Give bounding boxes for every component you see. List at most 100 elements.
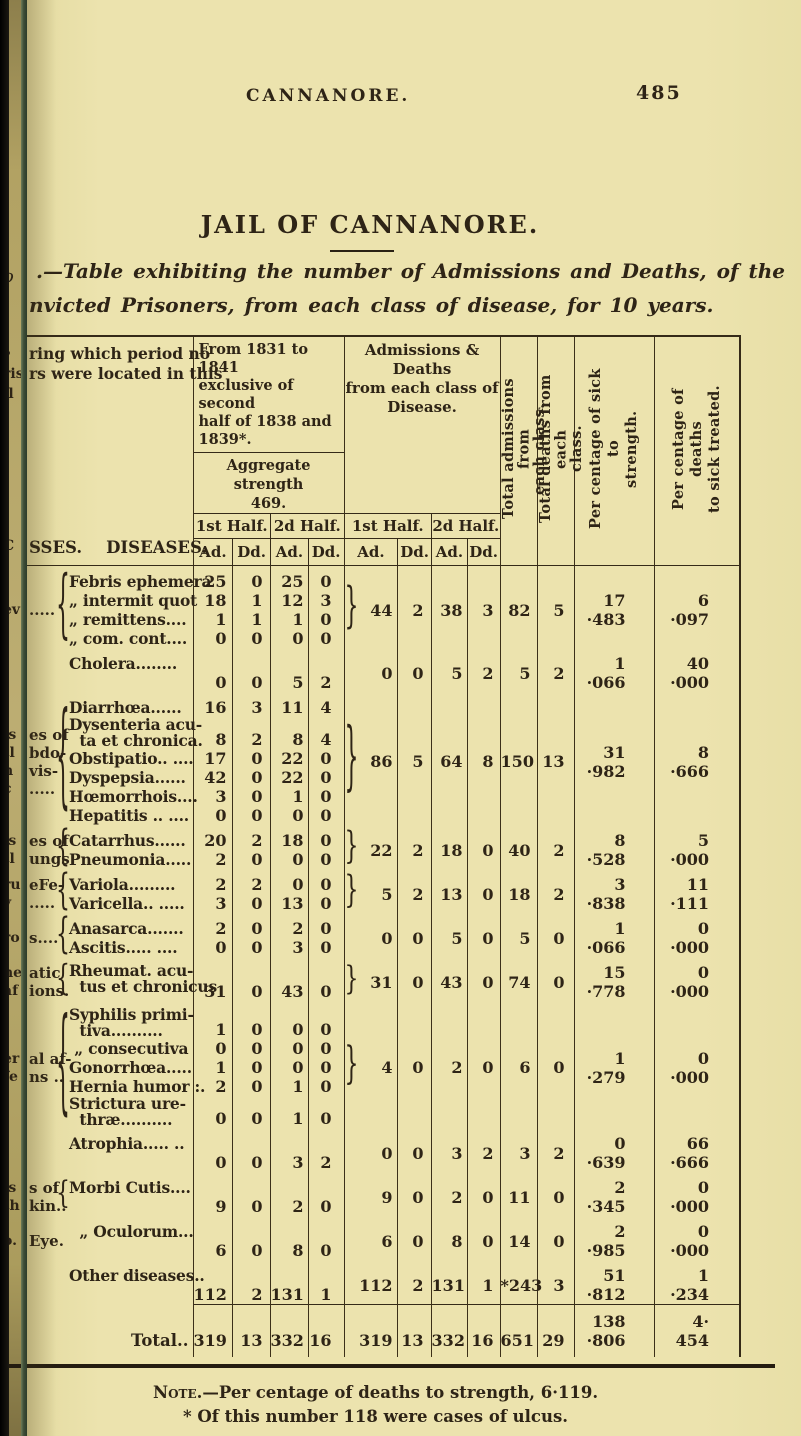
disease-name: Rheumat. acu- tus et chronicus: [69, 961, 217, 996]
disease-group-other: Other diseases.. 112 2 131 1 112 2 131 1…: [27, 1260, 742, 1305]
table-row: „ intermit quot 18 1 12 3: [27, 591, 740, 610]
disease-group-dropsies: { ro s.... Anasarca....... 2 0 2 0 0 0 5 …: [3, 911, 742, 959]
disease-name: Syphilis primi- tiva..........: [69, 1005, 194, 1040]
table-row: Other diseases.. 112 2 131 1 112 2 131 1…: [27, 1260, 742, 1305]
admissions-deaths-header: Admissions & Deaths from each class of D…: [343, 336, 501, 566]
disease-name: Diarrhœa......: [69, 698, 182, 717]
total-admissions: 82: [499, 565, 538, 648]
total-admissions-header: Total admissions from each class.: [499, 336, 548, 566]
classes-column-header: SSES.: [29, 538, 83, 557]
table-row: Hœmorrhois.... 3 0 1 0: [27, 787, 740, 806]
first-half-header: 1st Half.: [351, 517, 424, 535]
title-divider: [330, 250, 394, 252]
disease-name: Gonorrhœa.....: [69, 1058, 192, 1077]
table-row: { er al af- fe ns .. Syphilis primi- tiva.…: [3, 1000, 742, 1130]
second-half-header: 2d Half.: [270, 514, 344, 538]
book-gutter-black-edge: [0, 0, 9, 1436]
strength-period-header: From 1831 to 1841 exclusive of second ha…: [192, 336, 345, 566]
first-half-header: 1st Half.: [195, 517, 268, 535]
table-row: Dysenteria acu- ta et chronica. 8 2 8 4: [27, 717, 740, 749]
admitted-header: Ad.: [357, 543, 385, 561]
book-gutter-page-edge: [9, 0, 21, 1436]
total-adm-2d: 332: [269, 1304, 309, 1357]
disease-name: Cholera........: [69, 654, 178, 673]
class-label: o. Eye.: [3, 1232, 64, 1250]
table-row: Hernia humor :. 2 0 1 0: [27, 1077, 740, 1096]
disease-name: Hepatitis .. ....: [69, 806, 189, 825]
period-text: From 1831 to 1841 exclusive of second ha…: [193, 337, 344, 453]
group-died-2d: 3: [466, 565, 501, 648]
page-title: JAIL OF CANNANORE.: [200, 210, 540, 239]
group-adm-1st: } 86: [343, 692, 398, 825]
brace-close-icon: }: [344, 1039, 359, 1090]
group-died-1st: 2: [396, 565, 432, 648]
disease-group-atrophia: Atrophia..... .. 0 0 3 2 0 0 3 2 3 2 0 ·…: [27, 1128, 742, 1172]
table-row: Varicella.. ..... 3 0 13 0: [27, 894, 740, 913]
second-half-header: 2d Half.: [430, 514, 500, 538]
class-label: { ro s....: [3, 911, 70, 959]
disease-name: Dyspepsia......: [69, 768, 186, 787]
total-died-2d: 16: [307, 1304, 345, 1357]
disease-name: Obstipatio.. ....: [69, 749, 194, 768]
total-deaths: 5: [536, 565, 575, 648]
admitted-header: Ad.: [430, 539, 467, 565]
table-row: Pneumonia..... 2 0 0 0: [27, 850, 740, 869]
pct-sick-strength: 17 ·483: [573, 565, 655, 648]
table-row: { he atic af ions. Rheumat. acu- tus et ch…: [3, 957, 742, 1001]
class-label: [27, 648, 66, 692]
table-row: Obstipatio.. .... 17 0 22 0: [27, 749, 740, 768]
group-adm-1st: } 5: [343, 869, 398, 913]
class-label: { is s of th kin..: [3, 1176, 70, 1216]
table-row: Cholera........ 0 0 5 2 0 0 5 2 5 2 1 ·0…: [27, 648, 742, 692]
table-caption-line2: nvicted Prisoners, from each class of di…: [29, 293, 714, 317]
brace-close-icon: }: [344, 716, 359, 801]
table-row: { ro s.... Anasarca....... 2 0 2 0 0 0 5 …: [3, 911, 742, 959]
table-row: Dyspepsia...... 42 0 22 0: [27, 768, 740, 787]
brace-open-icon: {: [56, 867, 70, 915]
died-header: Dd.: [397, 539, 431, 565]
disease-group-rheumatic: { he atic af ions. Rheumat. acu- tus et ch…: [3, 957, 742, 1001]
total-adm-1st: 319: [192, 1304, 233, 1357]
brace-open-icon: {: [56, 823, 70, 871]
percentage-deaths-header: Per centage of deaths to sick treated.: [653, 336, 742, 566]
brace-open-icon: {: [56, 911, 70, 959]
brace-open-icon: {: [56, 693, 70, 824]
total-deaths-header: Total deaths from each class.: [536, 336, 585, 566]
footnote-percentage: Note.—Per centage of deaths to strength,…: [153, 1383, 599, 1402]
diseases-column-header: DISEASES.: [106, 538, 208, 557]
table-caption-line1: .—Table exhibiting the number of Admissi…: [36, 259, 786, 283]
table-row: Ascitis..... .... 0 0 3 0: [27, 938, 740, 957]
group-adm-1st: } 22: [343, 825, 398, 869]
class-label: [27, 1128, 66, 1172]
grand-total-admissions: 651: [499, 1304, 538, 1357]
brace-open-icon: {: [56, 1176, 70, 1212]
brace-close-icon: }: [344, 825, 359, 869]
adm-2d: 25: [269, 565, 309, 591]
total-died-1st: 13: [231, 1304, 271, 1357]
table-row: „ com. cont.... 0 0 0 0: [27, 629, 740, 648]
died-header: Dd.: [466, 539, 500, 565]
class-label: { he atic af ions.: [3, 959, 70, 1000]
table-row: Hepatitis .. .... 0 0 0 0: [27, 806, 740, 825]
disease-name: Strictura ure- thræ..........: [69, 1094, 186, 1129]
disease-name: Febris ephemera: [69, 572, 212, 591]
brace-close-icon: }: [344, 869, 359, 913]
page-number: 485: [636, 82, 682, 104]
footnote-ulcus: * Of this number 118 were cases of ulcus…: [183, 1407, 569, 1426]
disease-name: „ com. cont....: [69, 629, 188, 648]
header-left-text: rs were located in this: [29, 364, 223, 383]
disease-name: Hœmorrhois....: [69, 787, 198, 806]
disease-group-eye: o. Eye. „ Oculorum... 6 0 8 0 6 0 8 0 14 …: [3, 1216, 742, 1260]
admitted-header: Ad.: [270, 539, 308, 565]
disease-name: Varicella.. .....: [69, 894, 185, 913]
class-label: { ev.....: [3, 564, 70, 650]
bottom-rule: [0, 1364, 775, 1368]
disease-name: Pneumonia.....: [69, 850, 192, 869]
